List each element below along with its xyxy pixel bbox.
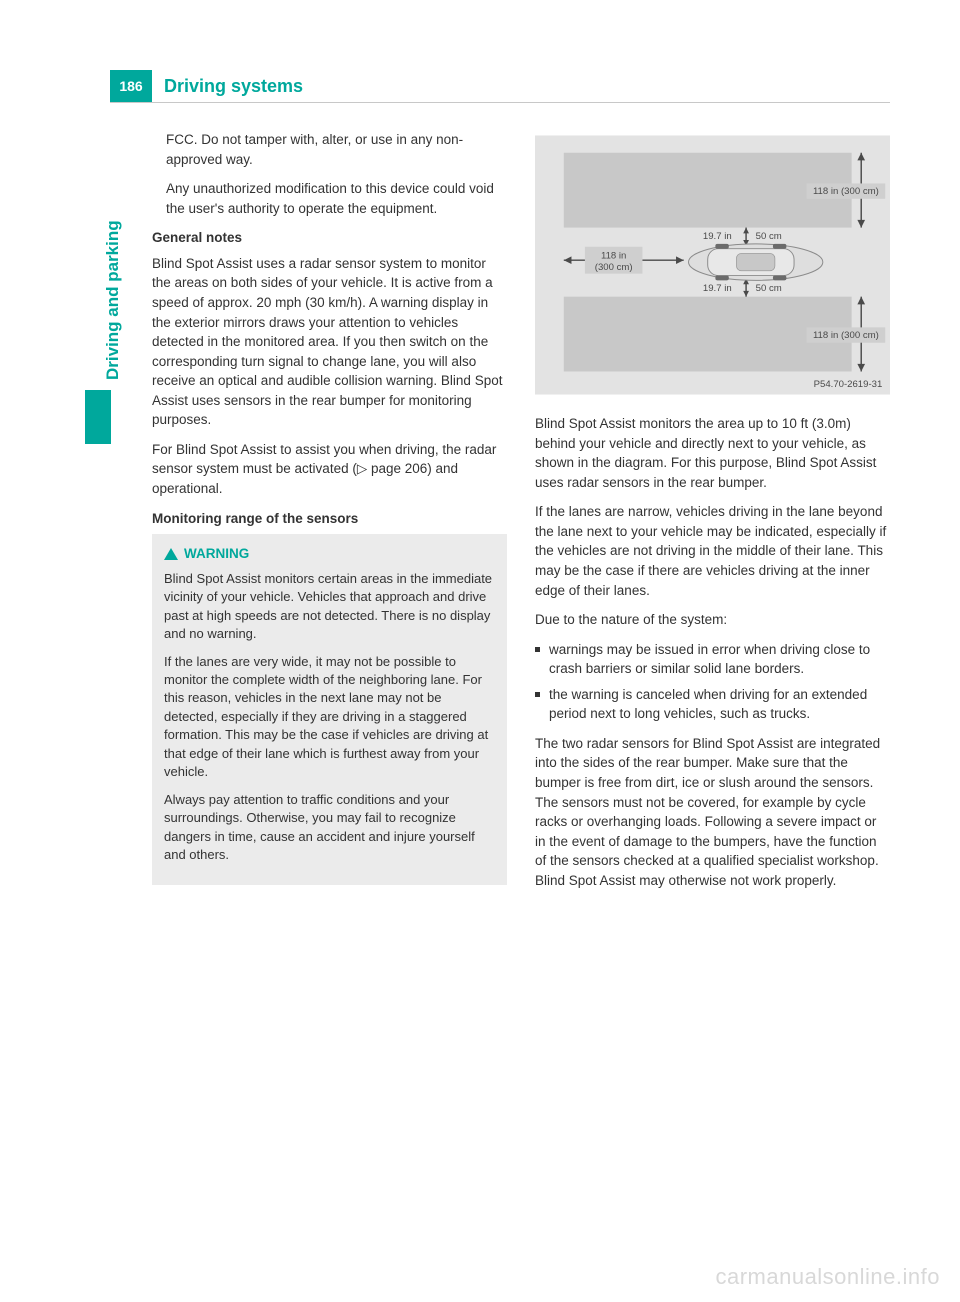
svg-text:(300 cm): (300 cm) <box>595 262 633 273</box>
fcc-note-1: FCC. Do not tamper with, alter, or use i… <box>152 130 507 169</box>
diagram-label-mid-bottom: 19.7 in <box>703 283 732 294</box>
side-tab-label: Driving and parking <box>103 220 123 380</box>
diagram-label-bottom-right: 118 in (300 cm) <box>813 330 879 341</box>
header-title: Driving systems <box>164 76 890 97</box>
list-item: warnings may be issued in error when dri… <box>535 640 890 679</box>
right-column: 118 in (300 cm) 118 in (300 cm) 118 in (… <box>535 130 890 1232</box>
warning-heading: WARNING <box>164 544 495 564</box>
diagram-label-top-right: 118 in (300 cm) <box>813 186 879 197</box>
header-rule <box>110 102 890 103</box>
right-p1: Blind Spot Assist monitors the area up t… <box>535 414 890 492</box>
general-notes-heading: General notes <box>152 228 507 248</box>
fcc-note-2: Any unauthorized modification to this de… <box>152 179 507 218</box>
warning-p2: If the lanes are very wide, it may not b… <box>164 653 495 782</box>
watermark: carmanualsonline.info <box>715 1264 940 1290</box>
warning-p3: Always pay attention to traffic conditio… <box>164 791 495 865</box>
diagram-label-mid-top: 19.7 in <box>703 231 732 242</box>
warning-label: WARNING <box>184 544 249 564</box>
right-bullets: warnings may be issued in error when dri… <box>535 640 890 724</box>
car-icon <box>689 244 823 280</box>
side-tab-block <box>85 390 111 444</box>
monitoring-heading: Monitoring range of the sensors <box>152 509 507 529</box>
warning-box: WARNING Blind Spot Assist monitors certa… <box>152 534 507 885</box>
svg-text:50 cm: 50 cm <box>756 231 782 242</box>
list-item: the warning is canceled when driving for… <box>535 685 890 724</box>
right-p2: If the lanes are narrow, vehicles drivin… <box>535 502 890 600</box>
warning-p1: Blind Spot Assist monitors certain areas… <box>164 570 495 644</box>
svg-text:118 in: 118 in <box>601 250 626 261</box>
right-p3: Due to the nature of the system: <box>535 610 890 630</box>
content-columns: FCC. Do not tamper with, alter, or use i… <box>152 130 890 1232</box>
page-header: 186 Driving systems <box>110 70 890 102</box>
general-notes-body2: For Blind Spot Assist to assist you when… <box>152 440 507 499</box>
warning-triangle-icon <box>164 548 178 560</box>
diagram-code: P54.70-2619-31 <box>814 379 883 390</box>
svg-text:50 cm: 50 cm <box>756 283 782 294</box>
diagram-svg: 118 in (300 cm) 118 in (300 cm) 118 in (… <box>535 130 890 400</box>
manual-page: 186 Driving systems Driving and parking … <box>0 0 960 1302</box>
general-notes-body: Blind Spot Assist uses a radar sensor sy… <box>152 254 507 430</box>
right-p4: The two radar sensors for Blind Spot Ass… <box>535 734 890 891</box>
blind-spot-diagram: 118 in (300 cm) 118 in (300 cm) 118 in (… <box>535 130 890 400</box>
page-number: 186 <box>110 70 152 102</box>
left-column: FCC. Do not tamper with, alter, or use i… <box>152 130 507 1232</box>
